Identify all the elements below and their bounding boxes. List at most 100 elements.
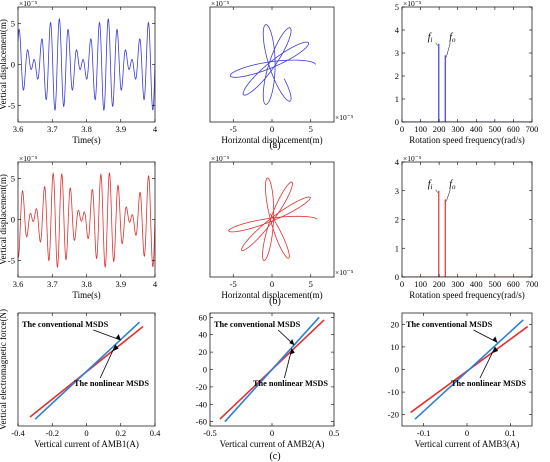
peak-label-subscript: o bbox=[452, 183, 456, 191]
plot-area bbox=[402, 43, 532, 122]
peak-label-symbol: f bbox=[449, 32, 453, 43]
x-tick-label: 200 bbox=[433, 279, 446, 289]
peak-label-symbol: f bbox=[428, 179, 432, 190]
x-tick-label: 500 bbox=[488, 279, 501, 289]
x-tick-label: 0 bbox=[84, 428, 88, 438]
y-tick-label: 60 bbox=[199, 312, 208, 322]
x-axis-label: Rotation speed frequency(rad/s) bbox=[409, 290, 524, 300]
y-axis-label: Vertical displacement(m) bbox=[0, 19, 8, 110]
axes-frame bbox=[17, 6, 156, 123]
plot-area bbox=[29, 321, 144, 420]
y-exponent-label: ×10⁻⁵ bbox=[19, 154, 38, 163]
axes-frame bbox=[17, 161, 156, 278]
y-tick-label: 1 bbox=[395, 94, 399, 104]
y-tick-label: 5 bbox=[395, 2, 399, 12]
chart-c-amb1: -0.4 -0.2 0 0.2 0.4 Vertical current of AMB1(… bbox=[0, 309, 161, 449]
x-exponent-label: ×10⁻⁵ bbox=[335, 113, 354, 122]
x-tick-label: 5 bbox=[309, 124, 313, 134]
annotation-nonlinear: The nonlinear MSDS bbox=[74, 379, 149, 388]
x-tick-label: 100 bbox=[414, 124, 427, 134]
x-tick-label: 3.8 bbox=[81, 124, 92, 134]
x-axis-label: Time(s) bbox=[72, 290, 100, 300]
x-axis-label: Vertical current of AMB2(A) bbox=[220, 439, 325, 449]
y-tick-label: 0 bbox=[11, 215, 15, 225]
panel-label-a: (a) bbox=[269, 140, 280, 151]
arrowhead-conventional bbox=[115, 334, 121, 341]
y-tick-label: 2 bbox=[395, 215, 399, 225]
x-tick-label: 3.7 bbox=[47, 279, 58, 289]
peak-label-subscript: i bbox=[431, 183, 433, 191]
x-tick-label: -0.4 bbox=[11, 428, 25, 438]
peak-label-symbol: f bbox=[449, 179, 453, 190]
axes-frame bbox=[209, 161, 335, 278]
x-tick-label: -0.1 bbox=[417, 428, 430, 438]
annotation-conventional: The conventional MSDS bbox=[22, 320, 109, 329]
series-1 bbox=[224, 316, 320, 423]
y-tick-label: -40 bbox=[196, 399, 207, 409]
x-axis-label: Horizontal displacement(m) bbox=[221, 290, 322, 300]
y-tick-label: 0 bbox=[203, 365, 207, 375]
chart-c-amb2: -0.5 0 0.5 -60 -40 -20 0 20 40 60 Vertical current… bbox=[196, 312, 340, 449]
arrowhead-nonlinear bbox=[289, 348, 295, 355]
peak-label-0: fi bbox=[428, 32, 433, 44]
x-axis-label: Vertical current of AMB1(A) bbox=[34, 439, 139, 449]
y-tick-label: -10 bbox=[388, 387, 399, 397]
arrowhead-nonlinear bbox=[493, 346, 499, 353]
x-tick-label: 3.6 bbox=[13, 124, 24, 134]
chart-b-time: 3.6 3.7 3.8 3.9 4 -5 0 5 ×10⁻⁵ Time(s) Vertical di… bbox=[0, 154, 158, 300]
x-tick-label: 0 bbox=[400, 124, 404, 134]
series-1 bbox=[34, 321, 141, 420]
x-axis-label: Vertical current of AMB3(A) bbox=[415, 439, 520, 449]
panel-label-b: (b) bbox=[269, 296, 281, 307]
x-tick-label: 0.1 bbox=[505, 428, 516, 438]
peak-label-1: fo bbox=[449, 179, 456, 191]
axes-frame bbox=[17, 312, 156, 427]
peak-label-0: fi bbox=[428, 179, 433, 191]
x-tick-label: 0.2 bbox=[115, 428, 126, 438]
y-exponent-label: ×10⁻⁵ bbox=[403, 0, 422, 8]
series-line bbox=[18, 172, 155, 269]
x-tick-label: 200 bbox=[433, 124, 446, 134]
y-tick-label: 0 bbox=[11, 60, 15, 70]
peak-arrow-1 bbox=[446, 189, 451, 202]
x-axis-label: Rotation speed frequency(rad/s) bbox=[409, 135, 524, 145]
peak-arrow-0 bbox=[435, 42, 438, 46]
panels: 3.6 3.7 3.8 3.9 4 -5 0 5 ×10⁻⁵ Time(s) Vertical di… bbox=[0, 0, 538, 449]
annotation-arrow-nonlinear bbox=[479, 346, 496, 379]
x-tick-label: 3.6 bbox=[13, 279, 24, 289]
y-tick-label: 0 bbox=[395, 117, 399, 127]
x-tick-label: 500 bbox=[488, 124, 501, 134]
plot-area bbox=[18, 172, 155, 269]
chart-a-orbit: -5 0 5 ×10⁻⁵ ×10⁻⁵ Horizontal displacement(m) bbox=[209, 0, 354, 145]
y-exponent-label: ×10⁻⁵ bbox=[19, 0, 38, 8]
series-line bbox=[18, 17, 155, 112]
peak-label-subscript: i bbox=[431, 36, 433, 44]
panel-label-c: (c) bbox=[269, 451, 280, 462]
orbit-line bbox=[228, 177, 318, 261]
y-axis-label: Vertical displacement(m) bbox=[0, 174, 8, 265]
x-tick-label: 300 bbox=[451, 124, 464, 134]
x-tick-label: 100 bbox=[414, 279, 427, 289]
y-tick-label: -20 bbox=[388, 410, 399, 420]
y-tick-label: 40 bbox=[199, 330, 208, 340]
axes-frame bbox=[401, 6, 533, 123]
chart-c-amb3: -0.1 0 0.1 -20 -10 0 10 20 Vertical current of A… bbox=[388, 312, 533, 449]
plot-area bbox=[410, 319, 529, 420]
annotation-nonlinear: The nonlinear MSDS bbox=[451, 379, 526, 388]
x-tick-label: -0.2 bbox=[46, 428, 59, 438]
x-tick-label: 600 bbox=[507, 279, 520, 289]
x-tick-label: 3.7 bbox=[47, 124, 58, 134]
plot-area bbox=[229, 24, 316, 105]
x-tick-label: 3.9 bbox=[115, 279, 126, 289]
y-tick-label: -5 bbox=[8, 101, 15, 111]
x-tick-label: 600 bbox=[507, 124, 520, 134]
y-exponent-label: ×10⁻⁵ bbox=[403, 154, 422, 163]
arrowhead-conventional bbox=[289, 339, 295, 346]
y-tick-label: 5 bbox=[11, 18, 15, 28]
x-tick-label: -5 bbox=[230, 279, 237, 289]
y-tick-label: 20 bbox=[391, 319, 400, 329]
y-tick-label: -5 bbox=[8, 256, 15, 266]
